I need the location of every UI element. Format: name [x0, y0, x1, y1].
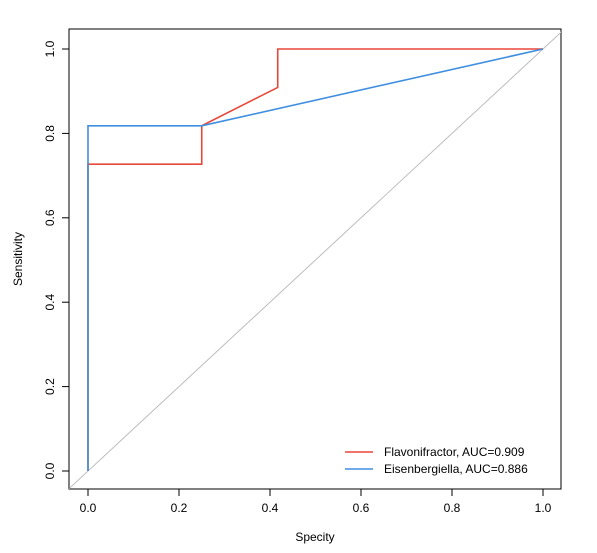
reference-diagonal-line	[69, 31, 561, 489]
y-tick-label: 0.0	[43, 462, 57, 479]
legend: Flavonifractor, AUC=0.909 Eisenbergiella,…	[336, 437, 552, 481]
series-layer	[87, 48, 544, 471]
x-tick-label: 1.0	[535, 501, 552, 515]
x-axis-label: Specity	[295, 530, 334, 544]
y-axis-label: Sensitivity	[11, 232, 25, 286]
y-tick-label: 0.8	[43, 125, 57, 142]
x-axis: 0.0 0.2 0.4 0.6 0.8 1.0	[80, 488, 552, 515]
legend-label-2: Eisenbergiella, AUC=0.886	[384, 462, 528, 476]
series-line-2	[87, 48, 544, 471]
y-tick-label: 1.0	[43, 40, 57, 57]
y-tick-label: 0.2	[43, 378, 57, 395]
y-tick-label: 0.6	[43, 209, 57, 226]
legend-label-1: Flavonifractor, AUC=0.909	[384, 445, 525, 459]
legend-box	[336, 437, 552, 481]
x-tick-label: 0.6	[353, 501, 370, 515]
reference-line-layer	[69, 31, 561, 489]
x-tick-label: 0.8	[444, 501, 461, 515]
x-tick-label: 0.2	[171, 501, 188, 515]
y-tick-label: 0.4	[43, 294, 57, 311]
x-tick-label: 0.0	[80, 501, 97, 515]
y-axis: 0.0 0.2 0.4 0.6 0.8 1.0	[43, 40, 70, 479]
x-tick-label: 0.4	[262, 501, 279, 515]
